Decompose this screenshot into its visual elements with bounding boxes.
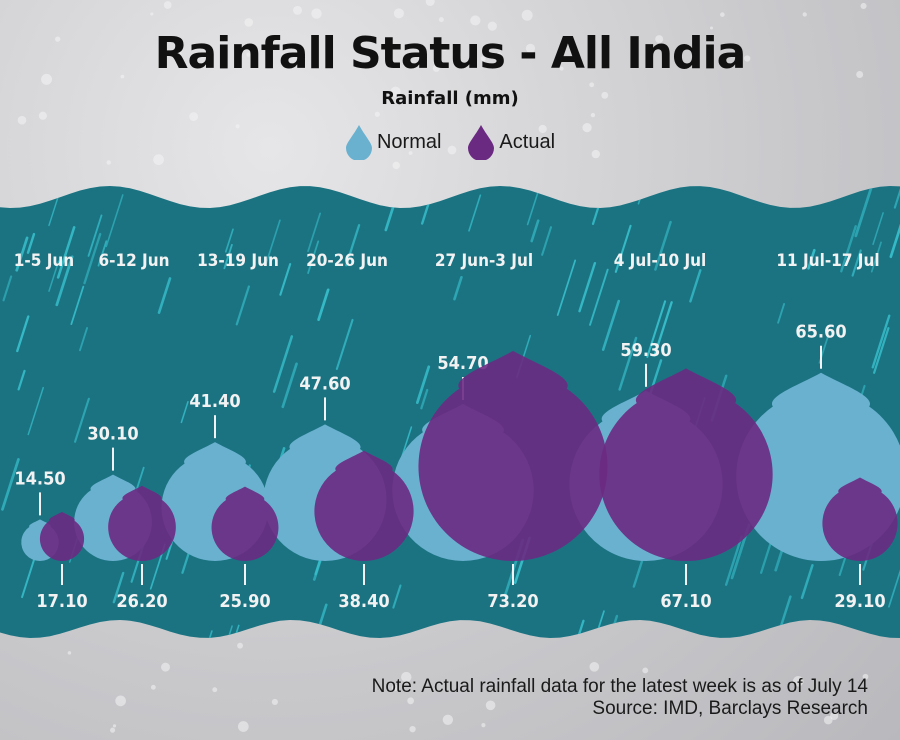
actual-value-label: 17.10 — [36, 591, 87, 612]
actual-drop — [211, 486, 279, 561]
normal-value-label: 54.70 — [437, 353, 488, 374]
actual-value-label: 38.40 — [338, 591, 389, 612]
source-text: Source: IMD, Barclays Research — [592, 698, 868, 719]
normal-value-label: 30.10 — [87, 424, 138, 445]
actual-drop — [822, 477, 898, 562]
category-label: 4 Jul-10 Jul — [614, 251, 707, 271]
category-label: 20-26 Jun — [306, 251, 388, 271]
category-label: 27 Jun-3 Jul — [435, 251, 533, 271]
actual-drop — [314, 450, 414, 561]
category-label: 11 Jul-17 Jul — [776, 251, 879, 271]
actual-drop — [108, 485, 176, 561]
normal-value-label: 41.40 — [189, 391, 240, 412]
actual-value-label: 25.90 — [219, 591, 270, 612]
actual-value-label: 73.20 — [487, 591, 538, 612]
category-label: 13-19 Jun — [197, 251, 279, 271]
actual-drop — [599, 368, 773, 561]
footnote: Note: Actual rainfall data for the lates… — [372, 676, 868, 720]
category-labels: 1-5 Jun 6-12 Jun 13-19 Jun 20-26 Jun 27 Jun-… — [14, 251, 880, 271]
actual-value-label: 29.10 — [834, 591, 885, 612]
chart-title: Rainfall Status - All India — [154, 28, 747, 79]
actual-value-label: 67.10 — [660, 591, 711, 612]
normal-drop-icon — [345, 125, 372, 160]
note-text: Note: Actual rainfall data for the lates… — [371, 676, 868, 697]
actual-drop-icon — [468, 125, 495, 160]
actual-value-label: 26.20 — [116, 591, 167, 612]
normal-value-label: 59.30 — [620, 340, 671, 361]
legend-label-normal: Normal — [376, 130, 442, 153]
normal-value-label: 65.60 — [795, 322, 846, 343]
category-label: 6-12 Jun — [98, 251, 169, 271]
legend-item-normal: Normal — [345, 124, 441, 160]
actual-drop — [39, 511, 85, 561]
actual-series: 17.10 26.20 25.90 38.40 73.20 67.10 29.10 — [36, 350, 898, 612]
legend-item-actual: Actual — [467, 124, 555, 160]
legend: Normal Actual — [0, 124, 900, 160]
actual-drop — [418, 350, 608, 561]
chart-subtitle: Rainfall (mm) — [381, 88, 519, 109]
category-label: 1-5 Jun — [14, 251, 74, 271]
legend-label-actual: Actual — [499, 130, 556, 153]
normal-value-label: 47.60 — [299, 373, 350, 394]
normal-value-label: 14.50 — [14, 468, 65, 489]
